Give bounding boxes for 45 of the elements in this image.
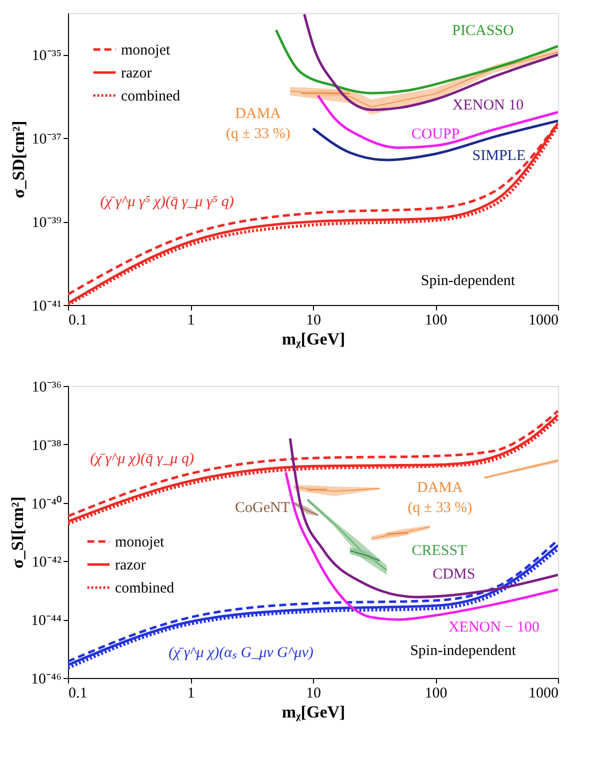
x-tick-label: 0.1 [68, 312, 88, 328]
legend-label: razor [121, 66, 152, 82]
annotation: Spin-independent [410, 643, 517, 659]
legend-label: monojet [121, 42, 171, 58]
series-label: DAMA (q ± 33 %) [226, 106, 290, 142]
x-tick-label: 1000 [528, 686, 558, 702]
y-tick-label: 10⁻³⁶ [32, 380, 62, 396]
x-tick-label: 1 [187, 312, 195, 328]
x-axis-title: mᵪ[GeV] [282, 702, 346, 722]
y-tick-label: 10⁻⁴² [32, 554, 62, 571]
series-label: COUPP [411, 126, 460, 143]
y-axis-title: σ_SI[cm²] [8, 496, 28, 568]
x-tick-label: 10 [306, 686, 321, 702]
y-tick-label: 10⁻⁴⁶ [31, 672, 62, 688]
x-tick-label: 100 [424, 686, 448, 702]
x-axis-title: mᵪ[GeV] [282, 330, 346, 348]
series-label: XENON − 100 [448, 619, 540, 636]
y-tick-label: 10⁻⁴⁴ [31, 613, 62, 630]
x-tick-label: 1 [187, 686, 195, 702]
series-label: CRESST [412, 543, 467, 560]
annotation: (χ̄ γ^μ γ⁵ χ)(q̄ γ_μ γ⁵ q) [100, 194, 234, 210]
series-label: CoGeNT [235, 500, 290, 516]
annotation: Spin-dependent [420, 273, 516, 289]
x-tick-label: 10 [306, 312, 321, 328]
series-label: CDMS [432, 566, 476, 583]
legend-label: combined [121, 88, 181, 104]
y-tick-label: 10⁻³⁹ [32, 215, 62, 232]
legend-label: combined [115, 580, 175, 596]
series-label: XENON 10 [452, 98, 524, 114]
y-tick-label: 10⁻³⁷ [32, 132, 62, 148]
x-tick-label: 1000 [528, 312, 558, 328]
series-label: SIMPLE [472, 148, 526, 164]
x-tick-label: 0.1 [68, 686, 88, 702]
annotation: (χ̄ γ^μ χ)(αₛ G_μν G^μν) [168, 645, 314, 661]
y-tick-label: 10⁻³⁵ [32, 48, 62, 64]
y-tick-label: 10⁻³⁸ [32, 438, 62, 454]
annotation: (χ̄ γ^μ χ)(q̄ γ_μ q) [90, 451, 194, 467]
y-tick-label: 10⁻⁴¹ [32, 298, 62, 314]
legend-label: razor [115, 558, 146, 574]
y-axis-title: σ_SD[cm²] [8, 120, 28, 198]
legend-label: monojet [115, 534, 165, 550]
x-tick-label: 100 [424, 312, 448, 328]
series-label: PICASSO [452, 23, 514, 40]
y-tick-label: 10⁻⁴⁰ [31, 495, 62, 512]
series-label: DAMA (q ± 33 %) [408, 480, 472, 516]
